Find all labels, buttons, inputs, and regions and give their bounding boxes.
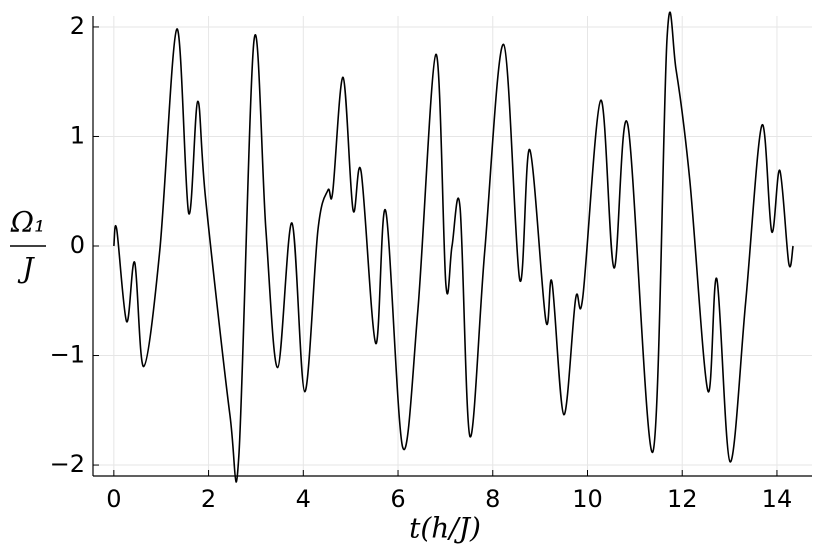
y-tick-label: −2: [50, 450, 85, 478]
x-tick-label: 0: [106, 485, 121, 513]
y-tick-label: −1: [50, 341, 85, 369]
x-tick-label: 4: [296, 485, 311, 513]
x-tick-label: 2: [201, 485, 216, 513]
x-tick-label: 8: [485, 485, 500, 513]
y-axis-label-numerator: Ω₁: [10, 206, 45, 239]
y-tick-label: 1: [70, 121, 85, 149]
line-series: [113, 11, 794, 483]
y-axis-label-denominator: J: [17, 252, 35, 285]
y-tick-label: 0: [70, 231, 85, 259]
x-tick-label: 14: [762, 485, 793, 513]
x-tick-label: 6: [390, 485, 405, 513]
y-tick-label: 2: [70, 12, 85, 40]
x-axis-label: t(h/J): [409, 512, 481, 545]
x-tick-label: 12: [667, 485, 698, 513]
x-tick-label: 10: [572, 485, 603, 513]
